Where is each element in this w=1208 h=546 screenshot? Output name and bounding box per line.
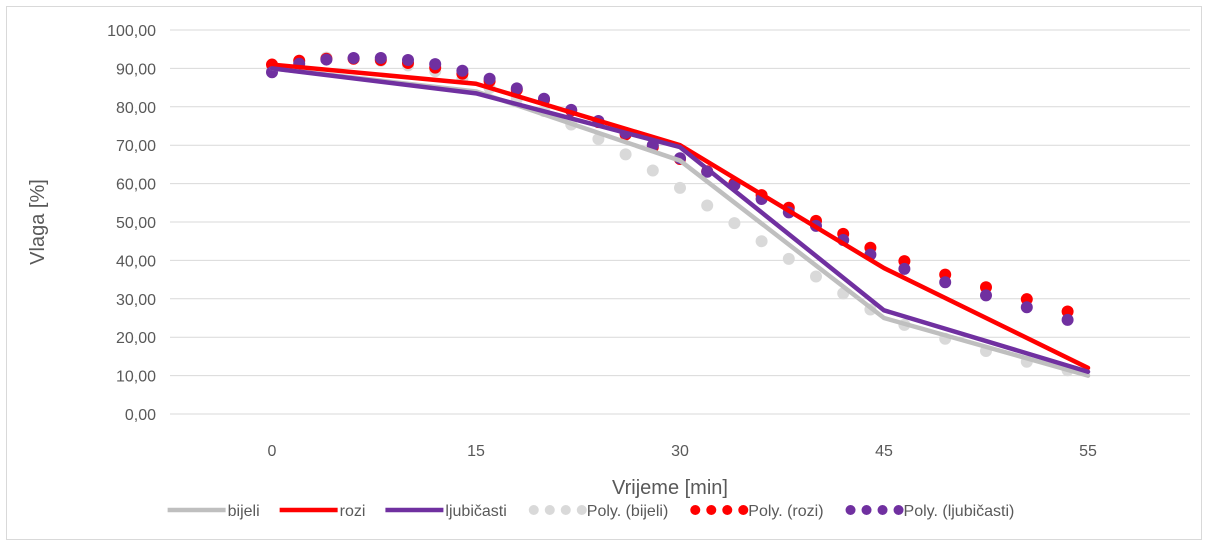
y-tick-label: 10,00: [116, 369, 156, 386]
y-tick-label: 50,00: [116, 215, 156, 232]
trend-point: [347, 52, 360, 65]
legend-item: Poly. (rozi): [690, 503, 824, 520]
legend-label: Poly. (bijeli): [587, 503, 669, 520]
legend-label: ljubičasti: [445, 503, 506, 520]
trend-point: [939, 276, 952, 289]
trend-point: [674, 181, 686, 194]
trend-point: [402, 53, 414, 66]
legend-item: Poly. (bijeli): [528, 503, 669, 520]
legend-swatch-dot: [893, 505, 904, 515]
legend-swatch-dot: [877, 505, 888, 515]
legend-swatch-dot: [690, 505, 701, 515]
legend-item: Poly. (ljubičasti): [845, 503, 1015, 520]
legend-label: rozi: [340, 503, 366, 520]
y-tick-label: 60,00: [116, 177, 156, 194]
x-tick-label: 55: [1079, 443, 1097, 460]
legend-swatch-dot: [544, 505, 555, 515]
trend-point: [755, 235, 768, 248]
trendline-series: [266, 52, 1074, 318]
trend-point: [980, 289, 992, 302]
trend-point: [374, 52, 387, 65]
y-tick-label: 40,00: [116, 253, 156, 270]
x-tick-labels: 0 15 30 45 55: [268, 443, 1097, 460]
y-tick-label: 20,00: [116, 330, 156, 347]
legend-swatch-dot: [845, 505, 856, 515]
legend-swatch-dot: [738, 505, 749, 515]
x-tick-label: 30: [671, 443, 689, 460]
y-tick-label: 90,00: [116, 61, 156, 78]
trend-point: [728, 217, 741, 230]
trend-point: [619, 148, 632, 161]
legend-item: bijeli: [167, 503, 260, 520]
y-tick-label: 30,00: [116, 292, 156, 309]
trend-point: [456, 64, 469, 77]
trendlines: [266, 51, 1074, 377]
series-lines: [269, 62, 1091, 378]
y-tick-labels: 0,00 10,00 20,00 30,00 40,00 50,00 60,00 70,00 8…: [107, 23, 156, 424]
trend-point: [320, 53, 333, 66]
trendline-series: [266, 51, 1074, 377]
legend-swatch-dot: [576, 505, 587, 515]
series-line: [269, 62, 1091, 371]
legend-label: bijeli: [228, 503, 260, 520]
x-tick-label: 0: [268, 443, 277, 460]
legend-swatch-dot: [528, 505, 539, 515]
legend-swatch-dot: [706, 505, 717, 515]
trend-point: [646, 164, 659, 177]
chart-frame: [6, 6, 1202, 540]
trend-point: [701, 199, 714, 212]
x-tick-label: 15: [467, 443, 485, 460]
y-axis-title: Vlaga [%]: [27, 179, 49, 265]
trend-point: [782, 252, 795, 265]
legend-swatch-dot: [560, 505, 571, 515]
legend-label: Poly. (rozi): [748, 503, 823, 520]
series-line: [269, 66, 1091, 375]
trend-point: [483, 72, 496, 85]
y-tick-label: 80,00: [116, 100, 156, 117]
y-tick-label: 70,00: [116, 138, 156, 155]
legend-label: Poly. (ljubičasti): [904, 503, 1015, 520]
trend-point: [898, 262, 911, 275]
y-tick-label: 100,00: [107, 23, 156, 40]
legend-swatch-dot: [722, 505, 733, 515]
trend-point: [1061, 313, 1074, 326]
trend-point: [810, 270, 822, 283]
x-tick-label: 45: [875, 443, 893, 460]
trend-point: [1061, 305, 1074, 318]
legend: bijeli rozi ljubičasti Poly. (bijeli) Poly. …: [167, 503, 1015, 520]
y-tick-label: 0,00: [125, 407, 156, 424]
trend-point: [1020, 301, 1033, 314]
trend-point: [510, 82, 523, 95]
legend-item: ljubičasti: [385, 503, 507, 520]
legend-swatch-dot: [861, 505, 872, 515]
trend-point: [429, 58, 442, 71]
x-axis-title: Vrijeme [min]: [612, 477, 728, 499]
trendline-series: [266, 52, 1074, 326]
gridlines: [170, 29, 1190, 415]
legend-item: rozi: [279, 503, 366, 520]
